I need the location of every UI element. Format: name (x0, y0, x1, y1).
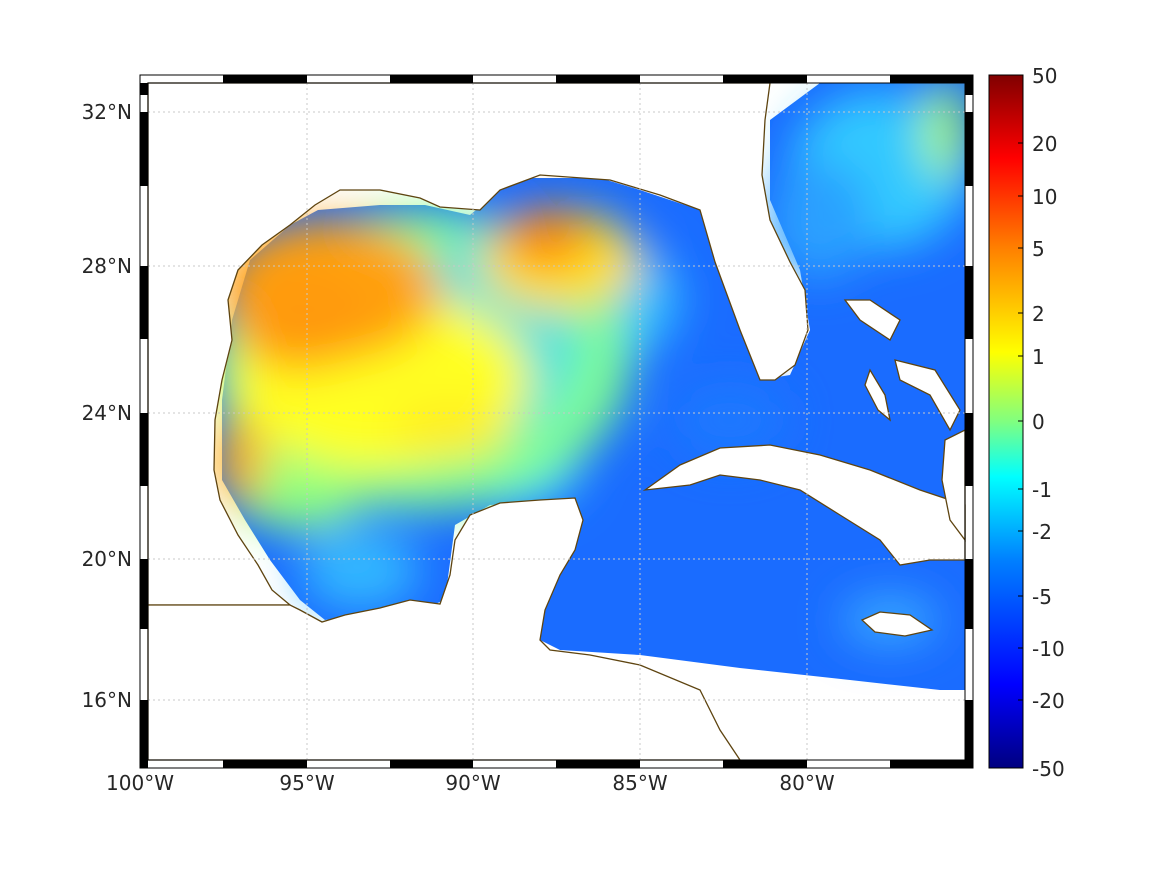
hispaniola-coastline (941, 428, 966, 542)
x-tick-label: 85°W (612, 771, 667, 795)
colorbar-tick-label: -10 (1032, 637, 1065, 661)
ocean-field (210, 83, 965, 690)
colorbar: 50 20 10 5 2 1 0 -1 -2 -5 -10 -20 -50 (988, 64, 1065, 781)
jamaica-coastline (860, 611, 934, 637)
x-tick-label: 95°W (279, 771, 334, 795)
y-tick-label: 24°N (82, 401, 132, 425)
colorbar-tick-label: -20 (1032, 689, 1065, 713)
colorbar-tick-label: -50 (1032, 757, 1065, 781)
colorbar-tick-label: 5 (1032, 237, 1045, 261)
y-axis-ticks: 32°N 28°N 24°N 20°N 16°N (82, 100, 132, 712)
colorbar-tick-label: -1 (1032, 478, 1052, 502)
us-coastline (147, 82, 809, 606)
colorbar-tick-label: -5 (1032, 585, 1052, 609)
map-frame (139, 74, 974, 769)
graticule (148, 83, 965, 760)
colorbar-tick-label: 2 (1032, 302, 1045, 326)
y-tick-label: 20°N (82, 547, 132, 571)
colorbar-tick-label: 10 (1032, 185, 1057, 209)
land (147, 82, 966, 761)
colorbar-tick-label: 1 (1032, 345, 1045, 369)
colorbar-tick-label: 0 (1032, 410, 1045, 434)
y-tick-label: 16°N (82, 688, 132, 712)
colorbar-tick-label: 20 (1032, 132, 1057, 156)
y-tick-label: 28°N (82, 254, 132, 278)
anomaly-blobs (210, 83, 965, 645)
colorbar-ticks (1018, 142, 1023, 701)
colorbar-tick-label: -2 (1032, 520, 1052, 544)
x-axis-ticks: 100°W 95°W 90°W 85°W 80°W (106, 771, 835, 795)
y-tick-label: 32°N (82, 100, 132, 124)
x-tick-label: 90°W (445, 771, 500, 795)
x-tick-label: 80°W (779, 771, 834, 795)
colorbar-gradient (988, 74, 1024, 769)
bahamas-islands (843, 299, 961, 432)
x-tick-label: 100°W (106, 771, 174, 795)
cuba-coastline (642, 444, 966, 566)
colorbar-tick-label: 50 (1032, 64, 1057, 88)
mexico-coastline (147, 497, 742, 761)
